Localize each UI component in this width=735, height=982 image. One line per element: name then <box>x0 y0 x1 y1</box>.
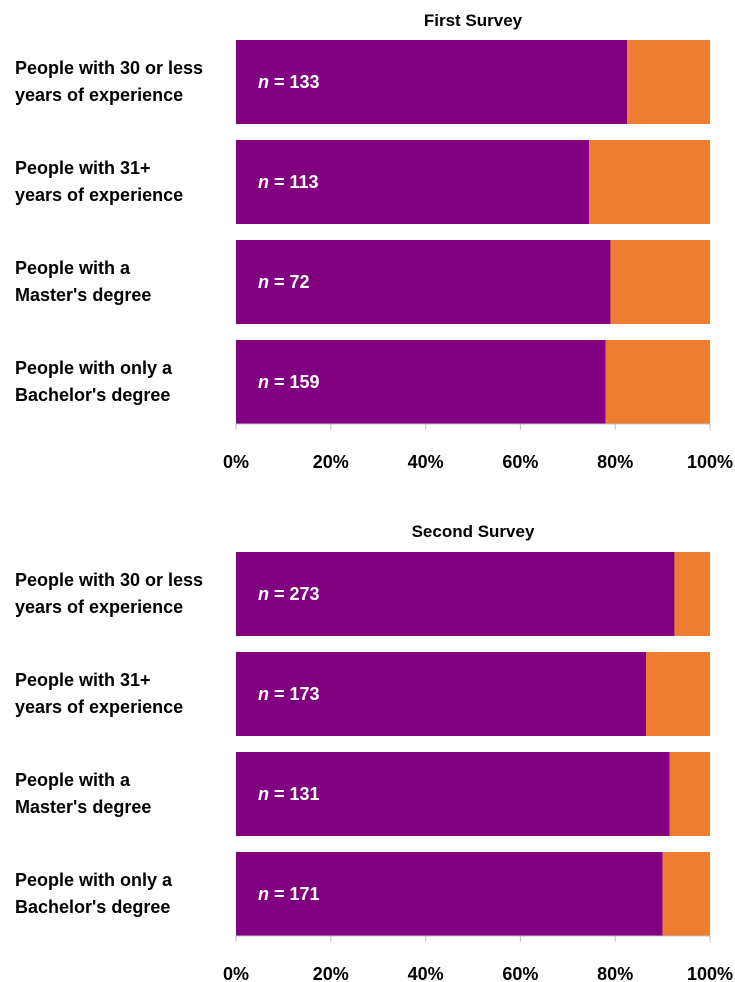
category-label: People with a Master's degree <box>15 770 151 817</box>
bar-segment-remainder <box>605 340 710 424</box>
x-tick-label: 0% <box>223 452 249 472</box>
n-label: n = 173 <box>258 684 320 704</box>
chart-1: First Survey n = 133 People with 30 or les… <box>15 11 733 472</box>
x-tick-label: 40% <box>408 964 444 982</box>
bar-segment-primary <box>236 552 675 636</box>
x-tick-label: 20% <box>313 452 349 472</box>
bar-segment-primary <box>236 852 663 936</box>
bar-segment-primary <box>236 240 611 324</box>
bar-segment-primary <box>236 340 606 424</box>
n-label: n = 159 <box>258 372 320 392</box>
category-label: People with 31+ years of experience <box>15 670 183 717</box>
chart-title: Second Survey <box>412 522 535 541</box>
bar-segment-remainder <box>589 140 710 224</box>
bar-segment-remainder <box>674 552 710 636</box>
x-tick-label: 60% <box>502 964 538 982</box>
chart-2: Second Survey n = 273 People with 30 or le… <box>15 522 733 982</box>
category-label: People with 31+ years of experience <box>15 158 183 205</box>
bar-segment-primary <box>236 652 647 736</box>
bar-segment-remainder <box>662 852 710 936</box>
category-label: People with 30 or less years of experienc… <box>15 570 203 617</box>
x-tick-label: 60% <box>502 452 538 472</box>
n-label: n = 131 <box>258 784 320 804</box>
x-tick-label: 80% <box>597 964 633 982</box>
chart-title: First Survey <box>424 11 523 30</box>
n-label: n = 113 <box>258 172 319 192</box>
n-label: n = 133 <box>258 72 320 92</box>
bar-segment-remainder <box>627 40 710 124</box>
x-tick-label: 100% <box>687 452 733 472</box>
bar-segment-remainder <box>669 752 710 836</box>
x-tick-label: 100% <box>687 964 733 982</box>
x-tick-label: 20% <box>313 964 349 982</box>
category-label: People with only a Bachelor's degree <box>15 870 173 917</box>
category-label: People with a Master's degree <box>15 258 151 305</box>
bar-segment-primary <box>236 40 628 124</box>
bar-segment-remainder <box>646 652 710 736</box>
category-label: People with 30 or less years of experienc… <box>15 58 203 105</box>
n-label: n = 72 <box>258 272 310 292</box>
x-tick-label: 0% <box>223 964 249 982</box>
n-label: n = 273 <box>258 584 320 604</box>
category-label: People with only a Bachelor's degree <box>15 358 173 405</box>
bar-segment-primary <box>236 140 590 224</box>
bar-segment-primary <box>236 752 670 836</box>
x-tick-label: 80% <box>597 452 633 472</box>
bar-segment-remainder <box>610 240 710 324</box>
n-label: n = 171 <box>258 884 320 904</box>
x-tick-label: 40% <box>408 452 444 472</box>
